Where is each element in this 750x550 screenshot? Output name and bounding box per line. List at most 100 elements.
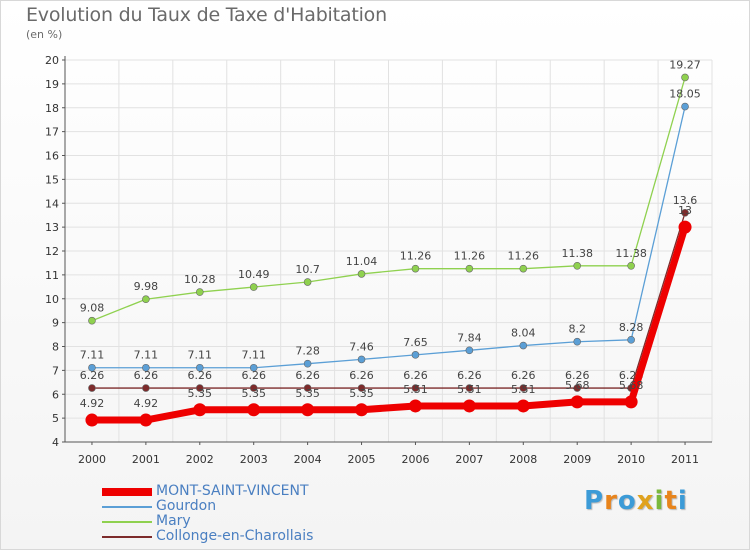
data-point [411,264,420,273]
data-point [85,413,99,427]
logo-letter: r [604,486,618,516]
data-point [573,337,582,346]
y-tick-label: 4 [52,436,59,449]
data-point [301,403,315,417]
data-label: 8.2 [568,323,586,336]
chart-title: Evolution du Taux de Taxe d'Habitation [26,4,387,26]
y-tick-label: 6 [52,388,59,401]
data-point [519,264,528,273]
data-label: 9.08 [80,302,105,315]
data-label: 6.26 [241,369,266,382]
data-label: 5.68 [565,379,590,392]
x-tick-label: 2006 [401,453,429,466]
data-label: 7.11 [241,349,266,362]
y-tick-label: 9 [52,317,59,330]
data-point [142,363,150,372]
legend-label: MONT-SAINT-VINCENT [156,483,309,499]
data-label: 10.49 [238,268,270,281]
y-tick-label: 5 [52,412,59,425]
data-label: 4.92 [80,397,105,410]
data-point [249,363,258,372]
data-point [142,295,150,304]
data-point [519,341,528,350]
data-point [247,403,261,417]
data-label: 6.26 [403,369,428,382]
data-label: 10.28 [184,273,216,286]
data-point [681,102,689,111]
legend-swatch [102,487,152,496]
y-tick-label: 10 [45,293,59,306]
data-point [193,403,207,417]
data-point [195,363,204,372]
chart-legend: MONT-SAINT-VINCENT Gourdon Mary Collonge-en… [102,484,313,544]
data-label: 5.51 [457,383,482,396]
data-point [627,336,635,344]
data-label: 7.28 [295,345,320,358]
y-tick-label: 15 [45,173,59,186]
data-point [88,384,96,392]
legend-item: Collonge-en-Charollais [102,529,313,544]
data-point [573,262,582,270]
data-label: 11.26 [454,250,486,263]
data-label: 7.11 [80,349,105,362]
data-point [357,355,366,364]
y-tick-label: 13 [45,221,59,234]
data-point [624,395,638,409]
data-label: 11.38 [615,247,647,260]
data-label: 7.11 [188,349,213,362]
data-label: 7.84 [457,331,482,344]
legend-label: Gourdon [156,498,217,514]
chart-subtitle: (en %) [26,28,63,41]
data-label: 10.7 [295,263,320,276]
data-label: 13 [678,204,692,217]
x-tick-label: 2007 [455,453,483,466]
logo-letter: i [654,486,665,516]
logo-letter: x [636,486,655,516]
data-point [88,316,96,325]
data-label: 6.26 [188,369,213,382]
data-label: 5.35 [241,387,266,400]
data-label: 4.92 [134,397,159,410]
x-tick-label: 2001 [132,453,160,466]
x-tick-label: 2010 [617,453,645,466]
x-tick-label: 2005 [348,453,376,466]
y-tick-label: 12 [45,245,59,258]
data-label: 18.05 [669,88,701,101]
data-point [678,220,692,234]
data-point [573,384,582,392]
data-label: 5.35 [295,387,320,400]
data-point [249,384,258,392]
y-tick-label: 7 [52,364,59,377]
x-tick-label: 2008 [509,453,537,466]
y-tick-label: 18 [45,102,59,115]
y-tick-label: 16 [45,150,59,163]
data-point [411,384,420,392]
logo-letter: o [617,486,637,516]
data-label: 6.26 [457,369,482,382]
legend-item: MONT-SAINT-VINCENT [102,484,313,499]
data-point [303,278,312,286]
x-tick-label: 2004 [294,453,322,466]
data-point [465,384,474,392]
data-label: 6.26 [511,369,536,382]
data-point [465,264,474,273]
x-tick-label: 2002 [186,453,214,466]
legend-swatch [102,505,152,508]
data-label: 5.35 [349,387,374,400]
data-point [195,384,204,392]
data-label: 6.26 [349,369,374,382]
data-point [357,270,366,278]
data-label: 5.51 [403,383,428,396]
logo-letter: t [664,486,678,516]
data-point [681,73,689,82]
data-point [357,384,366,392]
data-label: 11.26 [508,250,540,263]
legend-swatch [102,520,152,523]
x-tick-label: 2011 [671,453,699,466]
y-tick-label: 8 [52,341,59,354]
data-label: 11.04 [346,255,378,268]
data-point [570,395,584,409]
legend-swatch [102,535,152,538]
x-tick-label: 2003 [240,453,268,466]
